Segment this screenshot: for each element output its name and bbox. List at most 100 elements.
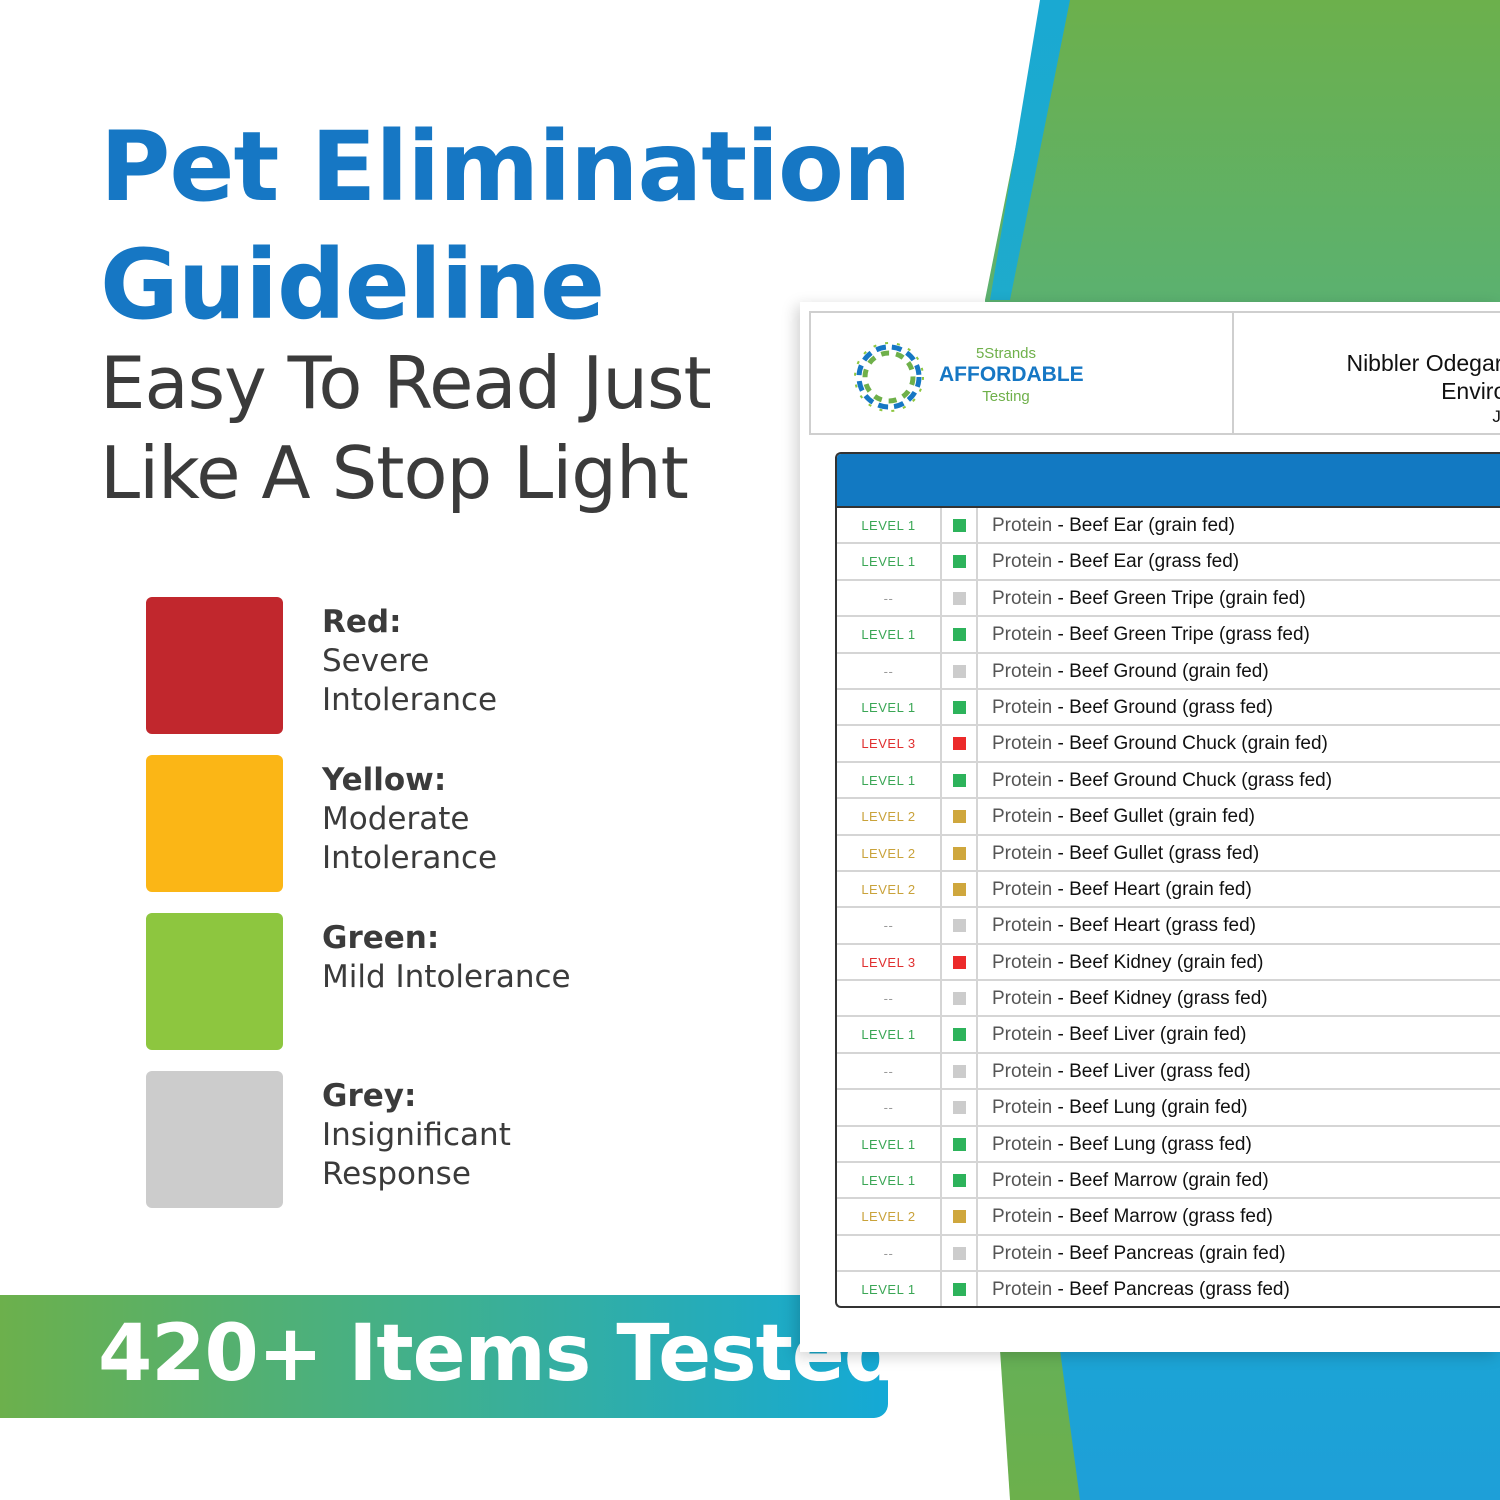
table-row: -- Protein - Beef Green Tripe (grain fed): [837, 580, 1500, 618]
status-square-icon: [953, 1210, 966, 1224]
item-cell: Protein - Beef Liver (grass fed): [992, 1060, 1251, 1082]
level-cell: LEVEL 1: [837, 508, 942, 543]
item-cell: Protein - Beef Ground Chuck (grass fed): [992, 769, 1333, 791]
table-row: -- Protein - Beef Pancreas (grain fed): [837, 1235, 1500, 1273]
item-category: Protein: [992, 696, 1053, 718]
legend-label: Red:: [322, 604, 402, 640]
item-category: Protein: [992, 587, 1053, 609]
item-category: Protein: [992, 551, 1053, 573]
item-cell: Protein - Beef Green Tripe (grain fed): [992, 587, 1306, 609]
status-cell: [942, 908, 978, 943]
status-cell: [942, 1017, 978, 1052]
status-cell: [942, 981, 978, 1016]
item-cell: Protein - Beef Heart (grass fed): [992, 915, 1257, 937]
level-cell: LEVEL 1: [837, 1017, 942, 1052]
brand-top-text: 5Strands: [975, 345, 1037, 362]
item-name: Beef Marrow (grass fed): [1069, 1206, 1273, 1228]
item-category: Protein: [992, 733, 1053, 755]
item-cell: Protein - Beef Pancreas (grass fed): [992, 1279, 1290, 1301]
item-name: Beef Marrow (grain fed): [1069, 1170, 1269, 1192]
status-cell: [942, 1235, 978, 1271]
report-sheet: 5Strands AFFORDABLE Testing Nibbler Odeg…: [800, 302, 1500, 1352]
status-square-icon: [953, 1101, 966, 1115]
status-cell: [942, 508, 978, 543]
status-cell: [942, 1272, 978, 1306]
status-cell: [942, 871, 978, 907]
table-row: -- Protein - Beef Heart (grass fed): [837, 908, 1500, 945]
item-category: Protein: [992, 915, 1053, 937]
status-square-icon: [953, 519, 966, 532]
item-category: Protein: [992, 842, 1053, 864]
header-divider: [1232, 313, 1234, 435]
table-row: LEVEL 1 Protein - Beef Ground Chuck (gras…: [837, 762, 1500, 800]
results-table: LEVEL 1 Protein - Beef Ear (grain fed) LEV…: [835, 452, 1500, 1308]
level-cell: LEVEL 1: [837, 689, 942, 725]
page-subtitle: Easy To Read Just Like A Stop Light: [100, 338, 712, 518]
status-square-icon: [953, 955, 966, 969]
level-cell: LEVEL 2: [837, 871, 942, 907]
item-category: Protein: [992, 1133, 1053, 1155]
status-cell: [942, 1199, 978, 1234]
legend-label: Grey:: [322, 1078, 417, 1114]
item-cell: Protein - Beef Liver (grain fed): [992, 1024, 1247, 1046]
level-cell: LEVEL 2: [837, 1199, 942, 1234]
title-line-1: Pet Elimination: [100, 111, 911, 223]
item-category: Protein: [992, 1170, 1053, 1192]
table-row: LEVEL 2 Protein - Beef Gullet (grass fed): [837, 835, 1500, 872]
status-cell: [942, 1053, 978, 1089]
item-cell: Protein - Beef Lung (grain fed): [992, 1097, 1248, 1119]
item-name: Beef Ground (grass fed): [1069, 696, 1273, 718]
table-row: LEVEL 1 Protein - Beef Marrow (grain fed): [837, 1163, 1500, 1200]
item-category: Protein: [992, 660, 1053, 682]
item-category: Protein: [992, 1060, 1053, 1082]
item-name: Beef Ground (grain fed): [1069, 660, 1269, 682]
item-name: Beef Lung (grain fed): [1069, 1097, 1248, 1119]
item-category: Protein: [992, 1097, 1053, 1119]
status-square-icon: [953, 992, 966, 1006]
table-row: LEVEL 1 Protein - Beef Ground (grass fed): [837, 689, 1500, 727]
item-name: Beef Kidney (grain fed): [1069, 951, 1264, 973]
banner-text: 420+ Items Tested: [98, 1309, 900, 1399]
item-name: Beef Kidney (grass fed): [1069, 988, 1268, 1010]
table-row: -- Protein - Beef Lung (grain fed): [837, 1090, 1500, 1127]
item-name: Beef Ear (grass fed): [1069, 551, 1240, 573]
table-row: LEVEL 1 Protein - Beef Liver (grain fed): [837, 1017, 1500, 1054]
status-cell: [942, 1126, 978, 1162]
brand-bottom-text: Testing: [982, 388, 1030, 405]
item-name: Beef Heart (grass fed): [1069, 915, 1257, 937]
level-cell: LEVEL 1: [837, 544, 942, 579]
item-cell: Protein - Beef Gullet (grain fed): [992, 806, 1255, 828]
level-cell: --: [837, 1235, 942, 1271]
title-line-2: Guideline: [100, 229, 605, 341]
table-row: LEVEL 2 Protein - Beef Heart (grain fed): [837, 871, 1500, 909]
item-category: Protein: [992, 624, 1053, 646]
level-cell: --: [837, 1090, 942, 1125]
level-cell: LEVEL 3: [837, 726, 942, 761]
subtitle-line-2: Like A Stop Light: [100, 431, 689, 515]
level-cell: --: [837, 653, 942, 688]
brand-main-text: AFFORDABLE: [939, 363, 1084, 386]
item-cell: Protein - Beef Heart (grain fed): [992, 878, 1252, 900]
status-square-icon: [953, 1283, 966, 1297]
status-cell: [942, 1163, 978, 1198]
item-name: Beef Green Tripe (grain fed): [1069, 587, 1306, 609]
table-row: -- Protein - Beef Liver (grass fed): [837, 1053, 1500, 1091]
table-row: LEVEL 3 Protein - Beef Kidney (grain fed): [837, 944, 1500, 982]
table-row: LEVEL 1 Protein - Beef Pancreas (grass fe…: [837, 1272, 1500, 1306]
status-square-icon: [953, 628, 966, 642]
item-cell: Protein - Beef Pancreas (grain fed): [992, 1242, 1286, 1264]
level-cell: LEVEL 1: [837, 1163, 942, 1198]
status-square-icon: [953, 664, 966, 678]
legend-swatch-yellow: [146, 755, 283, 892]
status-square-icon: [953, 1174, 966, 1188]
table-row: LEVEL 1 Protein - Beef Lung (grass fed): [837, 1126, 1500, 1164]
item-category: Protein: [992, 515, 1053, 536]
legend-swatch-grey: [146, 1071, 283, 1208]
item-category: Protein: [992, 806, 1053, 828]
table-row: LEVEL 1 Protein - Beef Green Tripe (grass…: [837, 617, 1500, 654]
table-row: -- Protein - Beef Ground (grain fed): [837, 653, 1500, 690]
results-table-header: [837, 454, 1500, 508]
item-category: Protein: [992, 769, 1053, 791]
item-name: Beef Ground Chuck (grain fed): [1069, 733, 1328, 755]
item-cell: Protein - Beef Ear (grass fed): [992, 551, 1240, 573]
